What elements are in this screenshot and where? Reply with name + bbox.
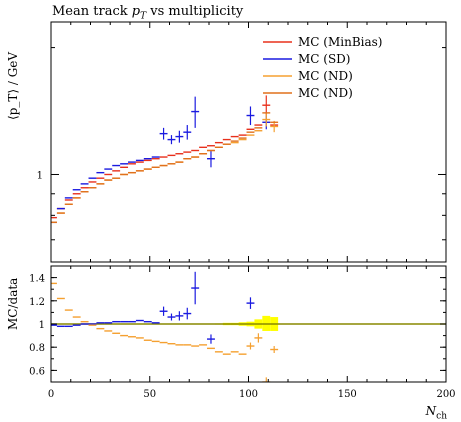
legend-label: MC (MinBias) bbox=[298, 35, 382, 49]
x-tick-label: 50 bbox=[143, 389, 156, 400]
main-plot-frame bbox=[50, 21, 447, 263]
chart-title: Mean track pT vs multiplicity bbox=[52, 4, 244, 22]
ratio-y-axis-label: MC/data bbox=[6, 277, 20, 330]
x-axis-label: Nch bbox=[425, 404, 447, 422]
legend-label: MC (SD) bbox=[298, 52, 351, 66]
ratio-series-group bbox=[51, 271, 279, 382]
x-tick-label: 100 bbox=[239, 389, 258, 400]
ratio-series bbox=[51, 271, 255, 344]
ratio-series bbox=[51, 282, 279, 382]
legend-label: MC (ND) bbox=[298, 69, 353, 83]
main-y-axis-label: ⟨p_T⟩ / GeV bbox=[6, 51, 20, 120]
x-tick-label: 200 bbox=[436, 389, 455, 400]
y-tick-label-ratio: 0.8 bbox=[29, 343, 45, 354]
legend: MC (MinBias) MC (SD) MC (ND) MC (ND) bbox=[263, 35, 382, 100]
x-tick-label: 0 bbox=[48, 389, 54, 400]
legend-label: MC (ND) bbox=[298, 86, 353, 100]
x-tick-label: 150 bbox=[338, 389, 357, 400]
y-tick-label-main: 1 bbox=[37, 170, 43, 181]
axes-group: 0 50 100 150 200 1 0.6 0.8 1 1.2 1.4 bbox=[29, 21, 456, 400]
ratio-uncertainty-band bbox=[51, 315, 446, 331]
y-tick-label-ratio: 1.2 bbox=[29, 297, 45, 308]
y-tick-label-ratio: 1.4 bbox=[29, 274, 45, 285]
y-tick-label-ratio: 0.6 bbox=[29, 366, 45, 377]
main-series bbox=[51, 95, 279, 219]
y-tick-label-ratio: 1 bbox=[39, 320, 45, 331]
main-series bbox=[51, 112, 279, 224]
main-series bbox=[51, 96, 271, 224]
main-series-group bbox=[51, 95, 279, 224]
